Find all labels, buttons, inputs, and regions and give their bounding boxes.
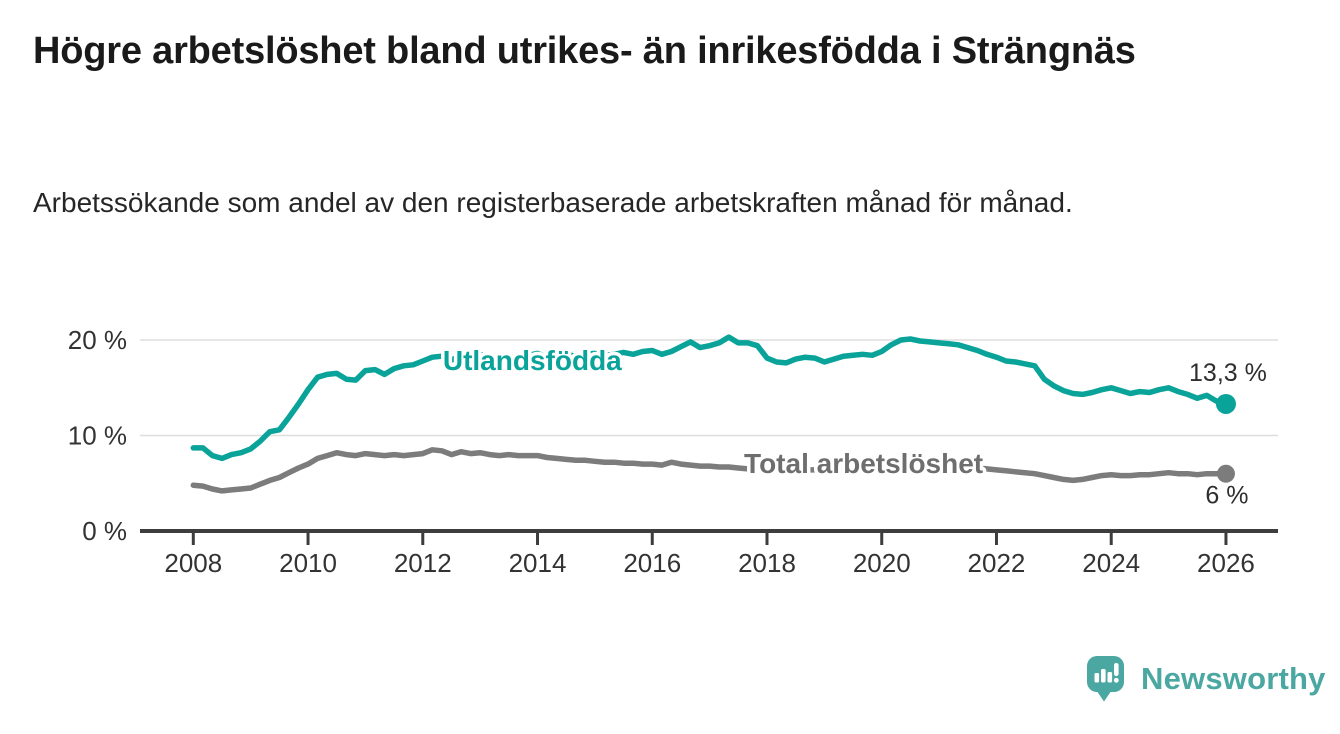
chart-subtitle: Arbetssökande som andel av den registerb… xyxy=(33,187,1073,218)
series-end-dot xyxy=(1216,464,1235,483)
x-axis-tick-label: 2026 xyxy=(1197,548,1255,578)
x-axis-tick-label: 2024 xyxy=(1082,548,1140,578)
series-line-total xyxy=(190,447,1229,494)
newsworthy-logo: Newsworthy xyxy=(1087,656,1326,702)
series-end-dot xyxy=(1215,393,1236,414)
y-axis-tick-label: 10 % xyxy=(68,421,127,451)
y-axis-tick-label: 20 % xyxy=(68,325,127,355)
x-axis-tick-label: 2022 xyxy=(968,548,1026,578)
x-axis-tick-label: 2014 xyxy=(509,548,567,578)
y-axis-tick-label: 0 % xyxy=(82,516,127,546)
chart-title: Högre arbetslöshet bland utrikes- än inr… xyxy=(33,30,1136,72)
series-label: Total arbetslöshet xyxy=(744,448,983,479)
series-end-value-label: 13,3 % xyxy=(1189,359,1267,387)
x-axis-tick-label: 2016 xyxy=(623,548,681,578)
x-axis-tick-label: 2020 xyxy=(853,548,911,578)
bar-chart-speech-bubble-icon xyxy=(1087,656,1124,702)
series-line-utlandsfodda xyxy=(190,334,1229,462)
x-axis-tick-label: 2012 xyxy=(394,548,452,578)
series-end-value-label: 6 % xyxy=(1205,482,1248,510)
series-label: Utlandsfödda xyxy=(443,345,622,376)
x-axis-tick-label: 2018 xyxy=(738,548,796,578)
x-axis-tick-label: 2008 xyxy=(164,548,222,578)
x-axis-tick-label: 2010 xyxy=(279,548,337,578)
brand-wordmark: Newsworthy xyxy=(1141,661,1326,696)
